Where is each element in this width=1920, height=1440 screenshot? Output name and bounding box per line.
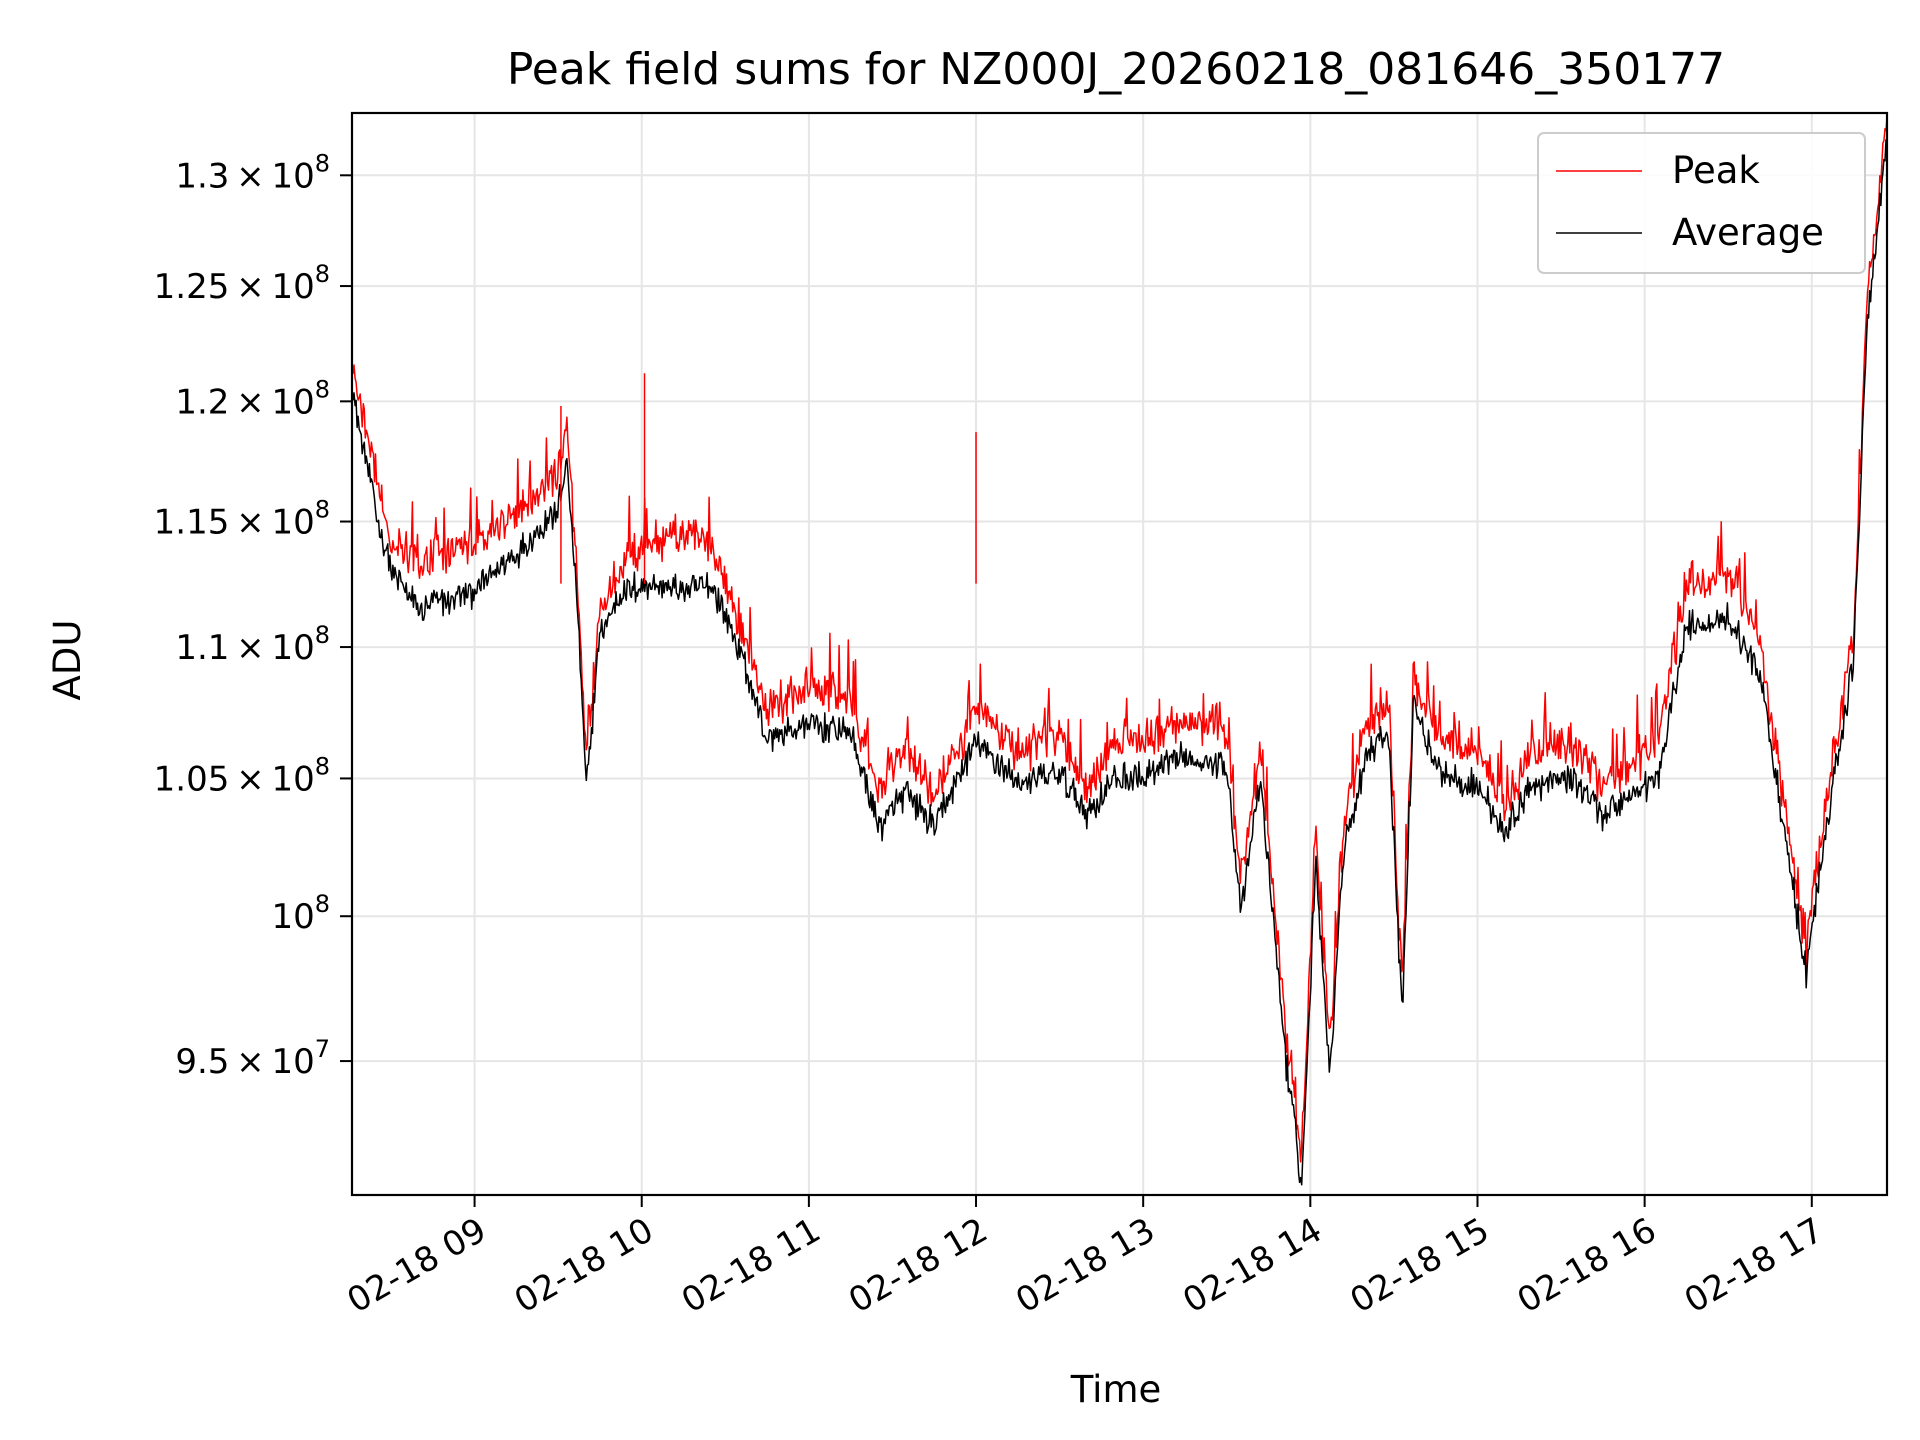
- legend-label-average: Average: [1672, 211, 1824, 254]
- series-line-peak: [352, 117, 1887, 1163]
- y-tick-label: 1.3 × 108: [175, 149, 330, 196]
- y-axis-title: ADU: [46, 620, 89, 701]
- y-tick-label: 9.5 × 107: [175, 1035, 330, 1082]
- y-tick-label: 1.15 × 108: [154, 496, 330, 543]
- x-axis-title: Time: [1070, 1368, 1162, 1411]
- legend-label-peak: Peak: [1672, 149, 1760, 192]
- series-line-average: [352, 139, 1887, 1186]
- grid: [352, 113, 1887, 1195]
- y-tick-label: 1.1 × 108: [175, 621, 330, 668]
- legend-box: [1537, 132, 1866, 274]
- plot-frame: [350, 111, 1889, 1197]
- y-tick-label: 108: [271, 890, 330, 937]
- y-axis-ticks: 9.5 × 107 108 1.05 × 108 1.1 × 108 1.15 × 10…: [154, 149, 352, 1082]
- y-tick-label: 1.2 × 108: [175, 375, 330, 422]
- legend: Peak Average: [1537, 132, 1866, 274]
- y-tick-label: 1.05 × 108: [154, 752, 330, 799]
- chart-title: Peak field sums for NZ000J_20260218_0816…: [507, 44, 1725, 95]
- series-lines: [352, 117, 1887, 1186]
- y-tick-label: 1.25 × 108: [154, 260, 330, 307]
